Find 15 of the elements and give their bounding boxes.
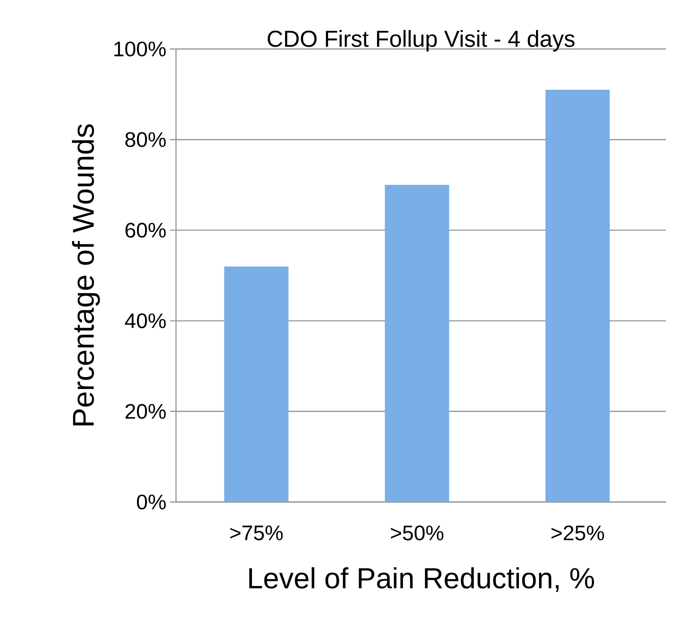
x-tick-label: >25% [552,526,604,540]
y-tick-label: 80% [125,132,166,148]
x-axis-title: Level of Pain Reduction, % [249,567,594,592]
bar [546,90,610,502]
chart-title: CDO First Follup Visit - 4 days [268,30,575,52]
y-tick-label: 60% [126,222,166,238]
x-tick-label: >50% [390,526,444,540]
y-axis-title: Percentage of Wounds [72,124,100,426]
y-tick-label: 100% [114,42,166,56]
y-tick-label: 40% [124,313,166,328]
y-tick-label: 20% [126,404,166,419]
bar [224,266,288,502]
x-tick-label: >75% [230,526,283,540]
bar [384,184,450,502]
y-tick-label: 0% [136,494,166,510]
